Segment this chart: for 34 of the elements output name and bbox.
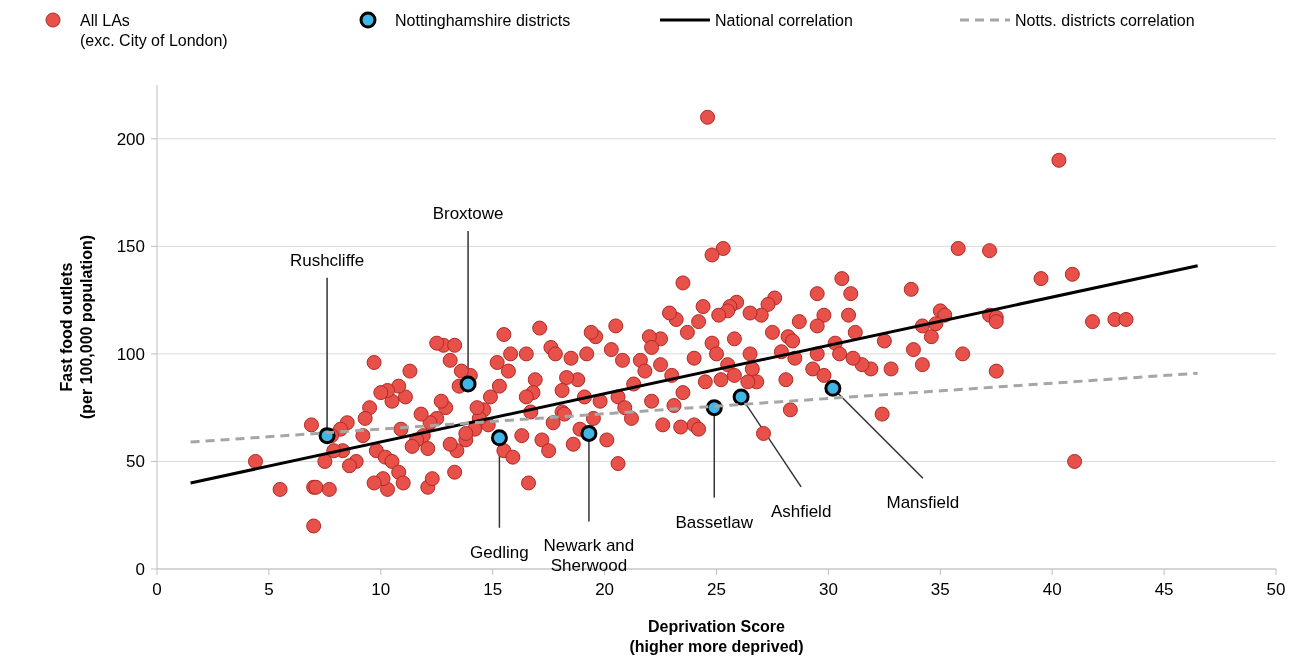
x-tick-label: 50	[1266, 580, 1286, 599]
legend-label: Notts. districts correlation	[1015, 12, 1195, 29]
legend-label: Nottinghamshire districts	[395, 12, 571, 29]
y-tick-label: 100	[116, 344, 145, 364]
annotation: Gedling	[470, 542, 529, 562]
x-tick-label: 10	[371, 580, 391, 599]
y-tick-label: 150	[116, 237, 145, 257]
legend-label: National correlation	[715, 12, 853, 29]
y-tick-label: 0	[135, 560, 145, 579]
point	[580, 424, 598, 442]
annotation: Ashfield	[770, 501, 832, 521]
annotation: Rushcliffe	[289, 250, 365, 270]
x-tick-label: 30	[818, 580, 838, 599]
x-tick-label: 25	[707, 580, 726, 599]
x-tick-label: 40	[1042, 580, 1062, 599]
x-tick-label: 20	[595, 580, 615, 599]
annotation: Broxtowe	[432, 204, 504, 223]
annotation: Mansfield	[886, 493, 960, 513]
point	[824, 379, 842, 397]
x-tick-label: 35	[930, 580, 950, 599]
x-tick-label: 15	[483, 580, 503, 599]
y-tick-label: 200	[116, 129, 145, 149]
x-tick-label: 0	[152, 580, 162, 599]
x-tick-label: 5	[264, 580, 274, 599]
point	[490, 429, 508, 447]
annotation: Bassetlaw	[675, 512, 754, 532]
x-tick-label: 45	[1154, 580, 1174, 599]
point	[732, 388, 750, 406]
point	[459, 375, 477, 393]
y-axis-title: Fast food outlets (per 100,000 population)	[58, 234, 95, 420]
x-axis-title: Deprivation Score (higher more deprived)	[629, 618, 804, 655]
annotation: Newark and Sherwood	[543, 536, 635, 576]
y-tick-label: 50	[126, 452, 145, 472]
legend-label: All LAs (exc. City of London)	[80, 12, 228, 49]
